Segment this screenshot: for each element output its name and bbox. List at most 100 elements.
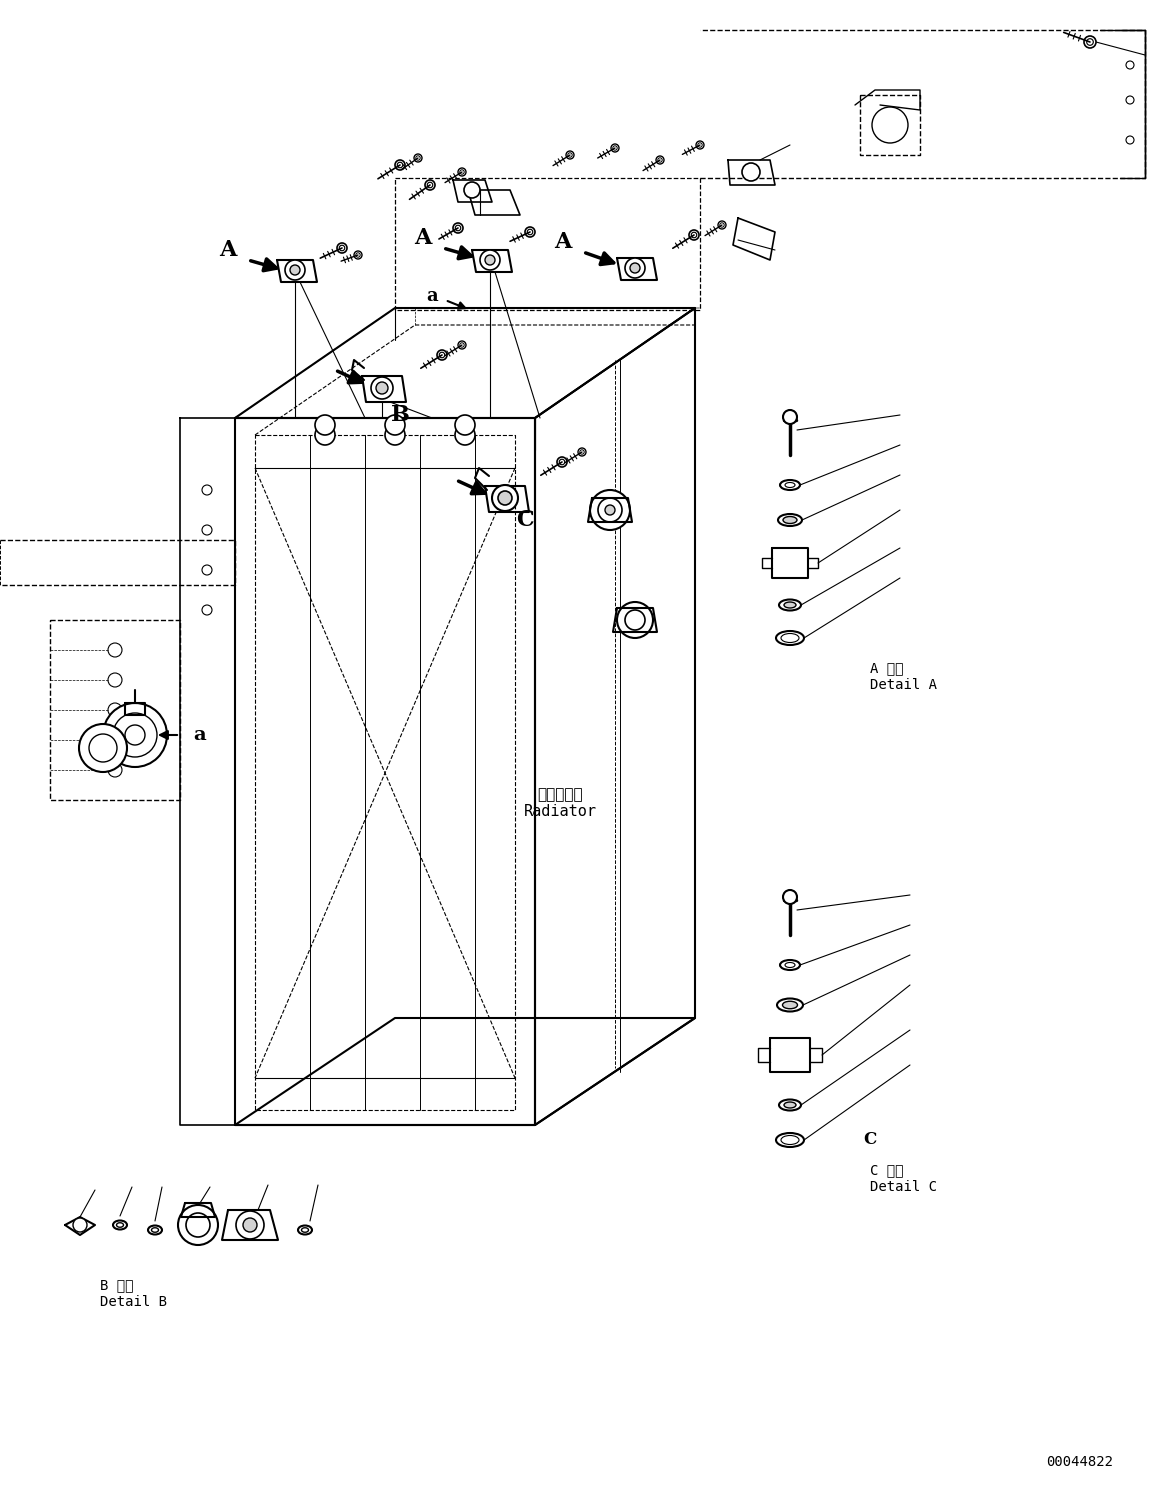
Circle shape (113, 713, 157, 756)
Text: Detail B: Detail B (100, 1295, 167, 1308)
Circle shape (458, 342, 466, 349)
Ellipse shape (779, 600, 801, 610)
Ellipse shape (776, 1132, 804, 1147)
Ellipse shape (785, 962, 795, 967)
Circle shape (285, 260, 305, 280)
Text: B 詳細: B 詳細 (100, 1279, 134, 1292)
Circle shape (688, 230, 699, 240)
Circle shape (580, 449, 584, 454)
Ellipse shape (784, 1103, 795, 1109)
Ellipse shape (783, 516, 797, 524)
Ellipse shape (151, 1228, 158, 1232)
Circle shape (108, 733, 122, 747)
Text: Detail C: Detail C (870, 1180, 937, 1194)
Circle shape (454, 222, 463, 233)
Ellipse shape (780, 480, 800, 489)
Circle shape (590, 489, 630, 530)
Text: a: a (426, 286, 437, 304)
Circle shape (79, 724, 127, 771)
Circle shape (455, 425, 475, 445)
Ellipse shape (113, 1220, 127, 1229)
Circle shape (108, 762, 122, 777)
Circle shape (202, 604, 212, 615)
Circle shape (455, 415, 475, 436)
Circle shape (605, 504, 615, 515)
Circle shape (613, 146, 618, 151)
Circle shape (90, 734, 117, 762)
Ellipse shape (301, 1228, 308, 1232)
Circle shape (658, 158, 662, 163)
Circle shape (427, 182, 433, 188)
Text: A: A (555, 231, 572, 254)
Ellipse shape (782, 634, 799, 643)
Circle shape (178, 1206, 217, 1244)
Ellipse shape (779, 1100, 801, 1110)
Circle shape (492, 485, 518, 510)
Ellipse shape (116, 1223, 123, 1228)
Circle shape (527, 230, 533, 234)
Circle shape (783, 891, 797, 904)
Ellipse shape (298, 1225, 312, 1234)
Circle shape (872, 107, 908, 143)
Text: Radiator: Radiator (523, 804, 597, 819)
Circle shape (1084, 36, 1096, 48)
Text: A: A (414, 227, 431, 249)
Circle shape (395, 160, 405, 170)
Circle shape (458, 169, 466, 176)
Ellipse shape (785, 482, 795, 488)
Circle shape (578, 448, 586, 457)
Ellipse shape (148, 1225, 162, 1234)
Ellipse shape (777, 998, 802, 1012)
Circle shape (340, 245, 344, 251)
Text: B: B (391, 404, 409, 427)
Ellipse shape (780, 959, 800, 970)
Ellipse shape (776, 631, 804, 645)
Text: C 詳細: C 詳細 (870, 1162, 904, 1177)
Circle shape (437, 351, 447, 360)
Circle shape (315, 425, 335, 445)
Circle shape (414, 154, 422, 163)
Circle shape (485, 255, 495, 266)
Circle shape (557, 457, 568, 467)
Ellipse shape (784, 601, 795, 609)
Circle shape (202, 485, 212, 495)
Circle shape (618, 601, 652, 639)
Circle shape (598, 498, 622, 522)
Circle shape (243, 1217, 257, 1232)
Circle shape (371, 377, 393, 398)
Circle shape (568, 152, 572, 157)
Circle shape (108, 703, 122, 718)
Text: A: A (220, 239, 237, 261)
Text: ラジエータ: ラジエータ (537, 788, 583, 803)
Circle shape (356, 252, 361, 257)
Circle shape (566, 151, 575, 160)
Circle shape (464, 182, 480, 198)
Circle shape (315, 415, 335, 436)
Circle shape (656, 157, 664, 164)
Circle shape (354, 251, 362, 260)
Circle shape (424, 181, 435, 189)
Circle shape (290, 266, 300, 275)
Circle shape (480, 251, 500, 270)
Circle shape (124, 725, 145, 745)
Circle shape (718, 221, 726, 228)
Ellipse shape (782, 1135, 799, 1144)
Circle shape (559, 460, 565, 464)
Circle shape (525, 227, 535, 237)
Circle shape (611, 145, 619, 152)
Circle shape (108, 673, 122, 686)
Text: 00044822: 00044822 (1047, 1455, 1113, 1470)
Circle shape (783, 410, 797, 424)
Circle shape (625, 258, 645, 278)
Circle shape (720, 222, 725, 227)
Circle shape (376, 382, 388, 394)
Circle shape (459, 343, 464, 348)
Text: C: C (516, 509, 534, 531)
Circle shape (498, 491, 512, 504)
Circle shape (691, 233, 697, 237)
Circle shape (742, 163, 759, 181)
Ellipse shape (778, 515, 802, 527)
Circle shape (455, 225, 461, 231)
Text: A 詳細: A 詳細 (870, 661, 904, 674)
Circle shape (186, 1213, 211, 1237)
